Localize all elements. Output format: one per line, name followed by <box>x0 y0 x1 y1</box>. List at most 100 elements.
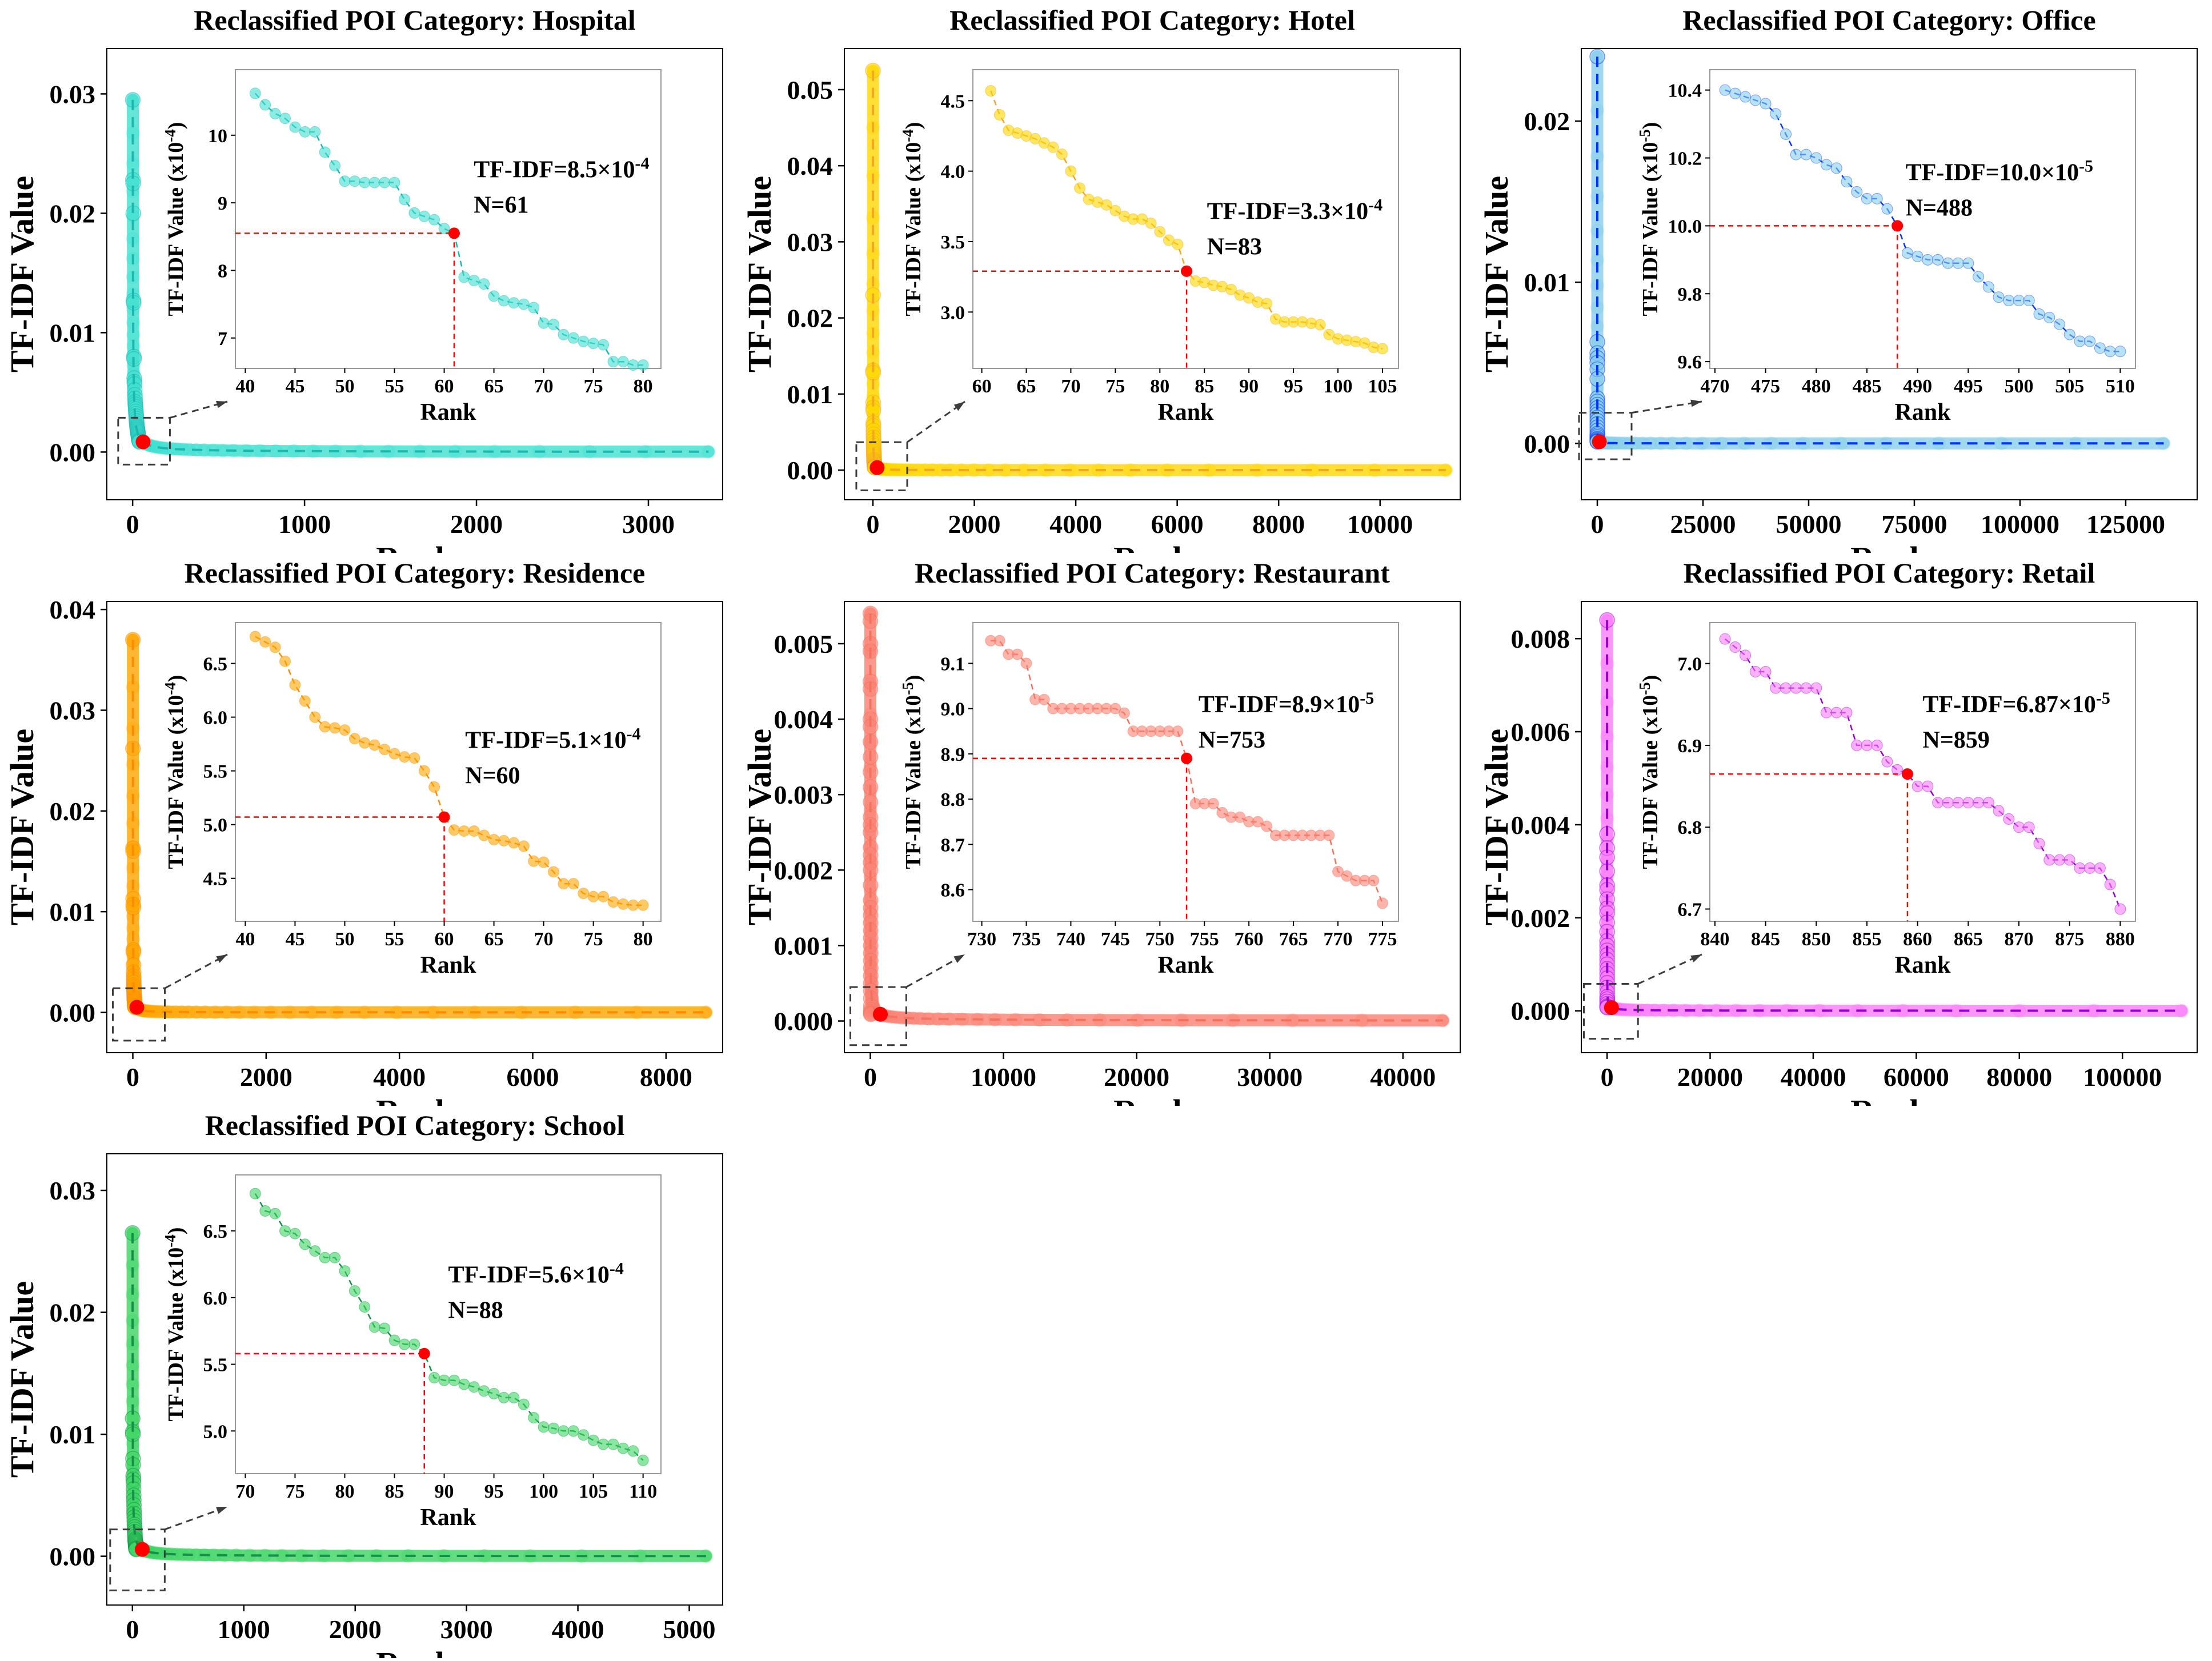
plot-area <box>1581 48 2198 500</box>
x-axis-ticks: 0 2000 4000 6000 8000 10000 <box>866 500 1413 539</box>
svg-text:10000: 10000 <box>971 1062 1036 1092</box>
zoom-region-box <box>112 987 166 1042</box>
svg-text:20000: 20000 <box>1677 1062 1743 1092</box>
svg-text:510: 510 <box>2106 376 2135 397</box>
y-axis-ticks: 0.000 0.001 0.002 0.003 0.004 0.005 <box>774 629 844 1036</box>
svg-text:755: 755 <box>1189 929 1219 950</box>
svg-text:0: 0 <box>866 509 879 539</box>
inset-y-axis-label: TF-IDF Value (x10-5) <box>1636 675 1662 869</box>
x-axis-label: Rank <box>1851 1093 1929 1106</box>
svg-text:105: 105 <box>579 1481 608 1502</box>
x-axis-ticks: 0 1000 2000 3000 4000 5000 <box>126 1605 716 1644</box>
tfidf-curve <box>862 605 1450 1028</box>
chart-cell-hospital: Reclassified POI Category: Hospital 0 1000… <box>0 0 738 577</box>
svg-text:80000: 80000 <box>1987 1062 2053 1092</box>
chart-title: Reclassified POI Category: Retail <box>1684 557 2095 589</box>
svg-text:0.00: 0.00 <box>50 1542 96 1571</box>
svg-text:8.6: 8.6 <box>940 880 965 901</box>
svg-text:9.6: 9.6 <box>1678 352 1702 373</box>
chart-title: Reclassified POI Category: School <box>205 1109 625 1141</box>
svg-text:110: 110 <box>629 1481 657 1502</box>
svg-text:0.02: 0.02 <box>50 1298 96 1327</box>
svg-text:4.0: 4.0 <box>940 162 965 183</box>
svg-text:2000: 2000 <box>329 1615 382 1644</box>
svg-text:6.5: 6.5 <box>203 653 228 675</box>
svg-text:4.5: 4.5 <box>203 868 228 889</box>
svg-text:55: 55 <box>385 929 404 950</box>
arrowhead-icon <box>953 402 965 411</box>
svg-text:50000: 50000 <box>1776 509 1842 539</box>
inset-y-axis-label: TF-IDF Value (x10-5) <box>1636 122 1662 316</box>
svg-text:5000: 5000 <box>663 1615 716 1644</box>
svg-text:860: 860 <box>1903 929 1932 950</box>
zoom-region-box <box>855 441 908 491</box>
inset-y-axis-label: TF-IDF Value (x10-4) <box>899 122 925 316</box>
svg-text:70: 70 <box>534 929 554 950</box>
svg-text:840: 840 <box>1701 929 1730 950</box>
threshold-annotation: TF-IDF=8.9×10-5 <box>1199 689 1374 718</box>
svg-text:10.2: 10.2 <box>1668 149 1702 170</box>
y-axis-ticks: 0.00 0.01 0.02 0.03 <box>50 79 107 467</box>
chart-residence: Reclassified POI Category: Residence 0 200… <box>3 557 723 1130</box>
svg-text:8.8: 8.8 <box>940 789 965 811</box>
svg-text:8.9: 8.9 <box>940 744 965 765</box>
svg-text:0.00: 0.00 <box>50 438 96 467</box>
plot-area <box>106 1153 723 1606</box>
svg-text:0: 0 <box>1601 1062 1614 1092</box>
inset-y-axis-label: TF-IDF Value (x10-5) <box>899 675 925 869</box>
arrowhead-icon <box>216 1507 227 1514</box>
x-axis-ticks: 0 1000 2000 3000 <box>126 500 675 539</box>
inset-x-axis-label: Rank <box>1895 399 1951 426</box>
svg-text:7.0: 7.0 <box>1678 653 1702 675</box>
svg-text:10.0: 10.0 <box>1668 216 1702 237</box>
svg-text:50: 50 <box>335 929 354 950</box>
svg-text:870: 870 <box>2005 929 2034 950</box>
svg-text:45: 45 <box>285 376 304 397</box>
svg-text:2000: 2000 <box>240 1062 292 1092</box>
svg-text:0.001: 0.001 <box>774 931 833 960</box>
svg-text:0.006: 0.006 <box>1511 717 1570 747</box>
svg-text:775: 775 <box>1368 929 1397 950</box>
svg-text:30000: 30000 <box>1237 1062 1303 1092</box>
svg-text:8.7: 8.7 <box>940 834 965 856</box>
zoom-region-box <box>1583 982 1640 1040</box>
svg-text:0.02: 0.02 <box>50 796 96 825</box>
svg-text:880: 880 <box>2106 929 2135 950</box>
chart-cell-hotel: Reclassified POI Category: Hotel 0 2000 400… <box>738 0 1475 577</box>
svg-text:0.000: 0.000 <box>774 1006 833 1036</box>
chart-hotel: Reclassified POI Category: Hotel 0 2000 400… <box>741 4 1461 577</box>
svg-text:735: 735 <box>1012 929 1041 950</box>
svg-text:9.1: 9.1 <box>940 653 965 675</box>
inset-zoom-panel: 730 735 740 745 750 755 760 765 770 775 8.6 8.7 8.8 8… <box>899 621 1399 978</box>
svg-text:770: 770 <box>1323 929 1352 950</box>
zoom-region-box <box>109 1528 166 1592</box>
svg-text:6.0: 6.0 <box>203 1288 228 1309</box>
y-axis-label: TF-IDF Value <box>741 176 778 372</box>
y-axis-label: TF-IDF Value <box>3 176 41 372</box>
x-axis-ticks: 0 10000 20000 30000 40000 <box>864 1052 1436 1092</box>
svg-text:8: 8 <box>218 260 227 282</box>
chart-hospital: Reclassified POI Category: Hospital 0 1000… <box>3 4 723 577</box>
svg-text:7: 7 <box>218 328 227 350</box>
svg-text:0.005: 0.005 <box>774 629 833 659</box>
svg-text:105: 105 <box>1368 376 1397 397</box>
arrowhead-icon <box>953 954 965 963</box>
svg-text:70: 70 <box>534 376 554 397</box>
threshold-point <box>1604 1000 1620 1015</box>
svg-text:6000: 6000 <box>507 1062 559 1092</box>
inset-threshold-point <box>1892 220 1904 232</box>
chart-title: Reclassified POI Category: Hospital <box>194 4 636 36</box>
svg-text:4000: 4000 <box>552 1615 604 1644</box>
svg-text:9: 9 <box>218 193 227 214</box>
svg-text:0.03: 0.03 <box>50 79 96 109</box>
chart-office: Reclassified POI Category: Office 0 25000 5… <box>1478 4 2198 577</box>
chart-cell-school: Reclassified POI Category: School 0 1000 20… <box>0 1105 738 1661</box>
inset-threshold-point <box>418 1348 430 1360</box>
svg-text:0.004: 0.004 <box>774 705 833 734</box>
zoom-connector-arrow <box>164 953 228 989</box>
svg-text:3.0: 3.0 <box>940 302 965 323</box>
threshold-annotation-n: N=859 <box>1923 727 1990 753</box>
y-axis-label: TF-IDF Value <box>3 1281 41 1478</box>
y-axis-label: TF-IDF Value <box>741 729 778 925</box>
threshold-annotation: TF-IDF=6.87×10-5 <box>1923 689 2110 718</box>
